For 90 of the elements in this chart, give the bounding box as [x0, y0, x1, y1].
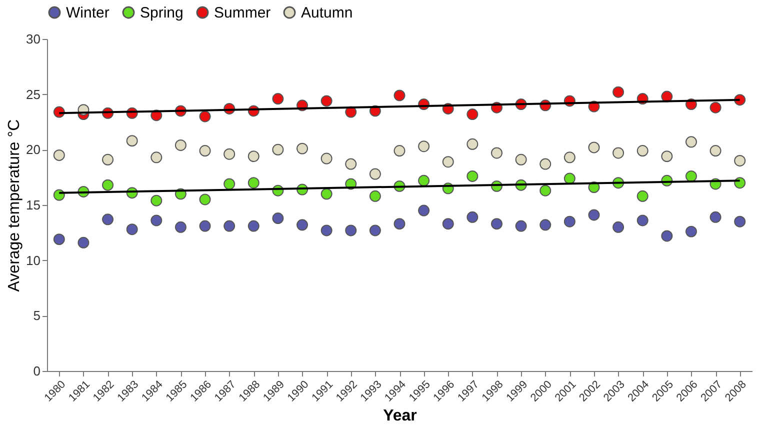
point: [418, 174, 430, 186]
point: [734, 155, 746, 166]
point: [418, 204, 430, 216]
legend-label: Summer: [214, 4, 271, 22]
point: [272, 212, 284, 224]
point: [661, 230, 673, 242]
point: [588, 209, 600, 221]
point: [394, 145, 406, 157]
point: [540, 184, 552, 196]
point: [612, 221, 624, 233]
point: [612, 147, 624, 159]
point: [345, 158, 357, 170]
point: [588, 142, 600, 154]
point: [515, 220, 527, 232]
y-tick-label: 20: [26, 142, 40, 158]
point: [710, 102, 722, 114]
y-tick-label: 30: [26, 32, 40, 46]
point: [369, 224, 381, 236]
point: [199, 220, 211, 232]
point: [174, 140, 186, 151]
point: [466, 211, 478, 223]
point: [394, 90, 406, 102]
point: [296, 142, 308, 154]
point: [636, 214, 648, 226]
y-tick-label: 5: [33, 308, 40, 324]
point: [320, 152, 332, 164]
point: [661, 150, 673, 162]
point: [78, 236, 90, 248]
point: [224, 178, 236, 190]
y-axis-title: Average temperature °C: [6, 119, 24, 292]
point: [564, 172, 576, 184]
point: [710, 145, 722, 157]
y-tick-label: 0: [33, 364, 40, 378]
legend-label: Spring: [140, 4, 184, 22]
point: [53, 234, 65, 246]
point: [540, 219, 552, 231]
point: [685, 226, 697, 238]
point: [710, 211, 722, 223]
point: [150, 194, 162, 206]
point: [734, 216, 746, 228]
point: [126, 224, 138, 236]
point: [248, 177, 260, 189]
point: [199, 194, 211, 206]
point: [466, 170, 478, 182]
point: [320, 224, 332, 236]
point: [418, 140, 430, 152]
point: [53, 149, 65, 161]
point: [612, 86, 624, 98]
point: [102, 214, 114, 226]
x-axis-title: Year: [383, 408, 417, 425]
y-tick-label: 10: [26, 252, 40, 268]
point: [369, 190, 381, 202]
point: [369, 168, 381, 180]
point: [199, 145, 211, 157]
point: [466, 108, 478, 120]
point: [102, 154, 114, 166]
point: [248, 220, 260, 232]
point: [490, 218, 502, 230]
point: [636, 145, 648, 157]
point: [564, 216, 576, 228]
point: [174, 221, 186, 233]
point: [224, 148, 236, 160]
point: [345, 224, 357, 236]
point: [442, 218, 454, 230]
point: [150, 214, 162, 226]
point: [126, 135, 138, 147]
y-tick-label: 25: [26, 86, 40, 102]
point: [564, 152, 576, 164]
point: [636, 190, 648, 202]
point: [320, 95, 332, 107]
point: [515, 154, 527, 166]
point: [685, 170, 697, 182]
y-tick-label: 15: [26, 198, 40, 212]
point: [102, 179, 114, 191]
point: [685, 136, 697, 148]
legend-label: Winter: [66, 4, 110, 22]
point: [320, 188, 332, 200]
legend-label: Autumn: [301, 4, 353, 22]
point: [272, 144, 284, 156]
point: [272, 93, 284, 104]
point: [394, 218, 406, 230]
point: [466, 138, 478, 150]
point: [296, 219, 308, 231]
point: [442, 156, 454, 168]
point: [248, 150, 260, 162]
point: [540, 158, 552, 170]
point: [490, 147, 502, 159]
point: [224, 220, 236, 232]
point: [199, 110, 211, 122]
point: [150, 152, 162, 164]
